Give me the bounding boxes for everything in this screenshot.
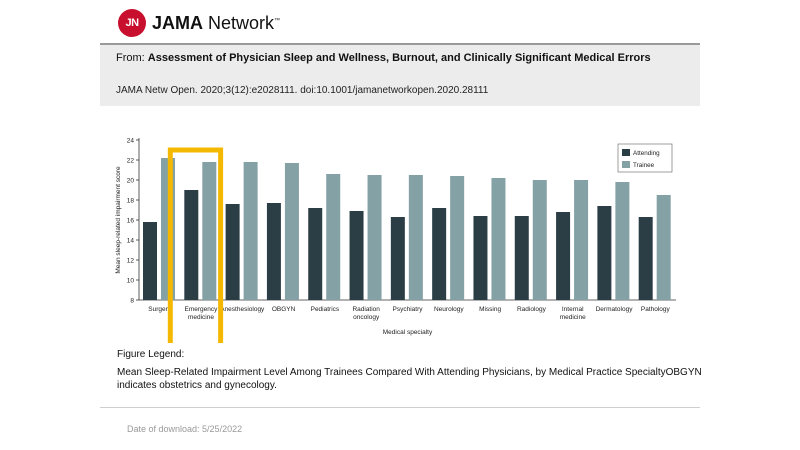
x-tick-label: Emergency: [185, 306, 219, 313]
x-tick-label: Neurology: [434, 306, 464, 313]
jama-network-logo[interactable]: JN JAMA Network™: [118, 8, 280, 38]
bar-attending-psychiatry: [390, 217, 405, 300]
bar-trainee-pathology: [656, 195, 671, 300]
y-tick-label: 24: [127, 138, 135, 145]
y-tick-label: 8: [130, 298, 134, 305]
bar-attending-pathology: [638, 217, 653, 300]
x-tick-label: Dermatology: [596, 306, 634, 313]
bar-trainee-pediatrics: [326, 174, 341, 300]
bar-attending-dermatology: [597, 206, 612, 300]
x-tick-label: oncology: [353, 314, 380, 321]
legend-swatch-trainee: [622, 161, 630, 168]
y-axis-label: Mean sleep-related impairment score: [115, 166, 122, 274]
bar-trainee-emergency-medicine: [202, 162, 217, 300]
bar-attending-obgyn: [266, 203, 281, 300]
figure-legend-title: Figure Legend:: [117, 349, 185, 360]
bar-trainee-missing: [491, 178, 506, 300]
download-date: Date of download: 5/25/2022: [127, 424, 243, 434]
bar-trainee-neurology: [450, 176, 465, 300]
bar-attending-pediatrics: [308, 208, 323, 300]
logo-brand: JAMA: [152, 12, 204, 33]
legend-swatch-attending: [622, 149, 630, 156]
article-reference: JAMA Netw Open. 2020;3(12):e2028111. doi…: [116, 85, 489, 96]
legend-label-trainee: Trainee: [633, 162, 655, 169]
y-tick-label: 14: [127, 238, 135, 245]
bar-attending-emergency-medicine: [184, 190, 199, 300]
x-tick-label: medicine: [560, 314, 586, 321]
x-tick-label: Radiation: [352, 306, 380, 313]
bar-attending-internal-medicine: [556, 212, 571, 300]
highlight-box-emergency-medicine: [167, 147, 224, 343]
x-tick-label: Anesthesiology: [220, 306, 265, 313]
figure-legend-text: Mean Sleep-Related Impairment Level Amon…: [117, 367, 702, 391]
jn-logo-mark: JN: [118, 9, 146, 37]
y-tick-label: 16: [127, 218, 135, 225]
y-tick-label: 18: [127, 198, 135, 205]
x-tick-label: OBGYN: [272, 306, 296, 313]
divider: [100, 407, 700, 408]
bar-trainee-radiation-oncology: [367, 175, 382, 300]
bar-trainee-dermatology: [615, 182, 630, 300]
bar-attending-surgery: [143, 222, 157, 300]
x-tick-label: Psychiatry: [393, 306, 424, 313]
bar-attending-anesthesiology: [225, 204, 240, 300]
logo-word: Network: [203, 12, 275, 33]
bar-attending-radiology: [514, 216, 529, 300]
legend-label-attending: Attending: [633, 150, 660, 157]
x-tick-label: Radiology: [517, 306, 547, 313]
bar-trainee-radiology: [532, 180, 547, 300]
citation-box: From: Assessment of Physician Sleep and …: [100, 43, 700, 106]
article-title[interactable]: Assessment of Physician Sleep and Wellne…: [147, 52, 651, 64]
x-tick-label: Pathology: [641, 306, 671, 313]
y-tick-label: 10: [127, 278, 135, 285]
bar-attending-radiation-oncology: [349, 211, 364, 300]
y-tick-label: 22: [127, 158, 135, 165]
logo-trademark: ™: [274, 17, 281, 24]
x-tick-label: Surgery: [148, 306, 172, 313]
x-tick-label: medicine: [188, 314, 214, 321]
from-prefix: From:: [116, 52, 148, 64]
logo-wordmark: JAMA Network™: [152, 13, 280, 34]
article-source: From: Assessment of Physician Sleep and …: [116, 52, 651, 64]
bar-chart: 8 10 12 14 16 18 20 22 24 Mean sleep-related impa…: [115, 138, 676, 343]
bar-attending-neurology: [432, 208, 447, 300]
bar-trainee-anesthesiology: [243, 162, 258, 300]
bar-trainee-obgyn: [284, 163, 299, 300]
x-tick-label: Missing: [479, 306, 501, 313]
x-axis-label: Medical specialty: [383, 329, 433, 336]
y-tick-label: 12: [127, 258, 135, 265]
x-tick-label: Internal: [562, 306, 584, 313]
bar-trainee-internal-medicine: [574, 180, 589, 300]
y-tick-label: 20: [127, 178, 135, 185]
bar-trainee-psychiatry: [408, 175, 423, 300]
bar-attending-missing: [473, 216, 488, 300]
x-tick-label: Pediatrics: [311, 306, 340, 313]
